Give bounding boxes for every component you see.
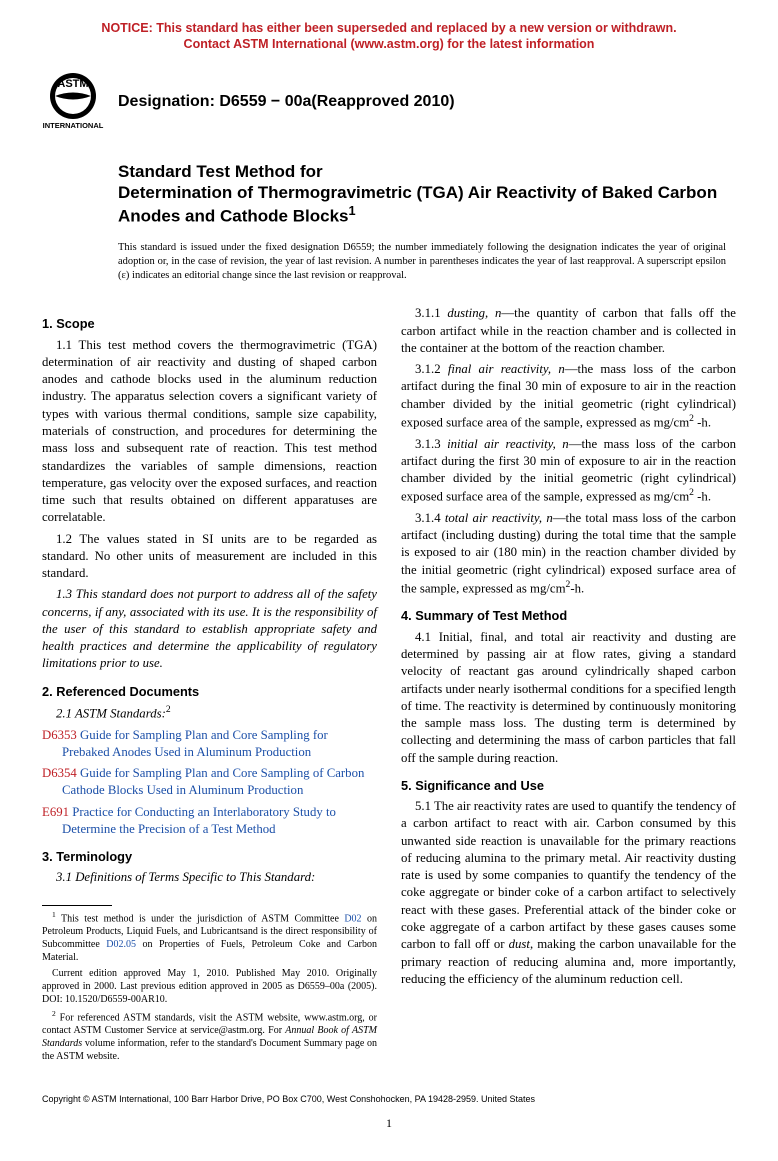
astm-logo: ASTM INTERNATIONAL [42, 71, 104, 133]
ref-text: Guide for Sampling Plan and Core Samplin… [62, 728, 328, 759]
footnote-1: 1 This test method is under the jurisdic… [42, 910, 377, 964]
left-column: 1. Scope 1.1 This test method covers the… [42, 305, 377, 1066]
footnote-rule [42, 905, 112, 906]
body-columns: 1. Scope 1.1 This test method covers the… [42, 305, 736, 1066]
d4-num: 3.1.4 [415, 511, 445, 525]
fn1-link1[interactable]: D02 [344, 913, 361, 924]
d1-num: 3.1.1 [415, 306, 447, 320]
sig-dust: dust [509, 937, 530, 951]
ref-code: E691 [42, 805, 69, 819]
title-sup: 1 [348, 203, 355, 218]
page-number: 1 [42, 1116, 736, 1131]
document-page: NOTICE: This standard has either been su… [0, 0, 778, 1161]
def-dusting: 3.1.1 dusting, n—the quantity of carbon … [401, 305, 736, 357]
fn2b: volume information, refer to the standar… [42, 1038, 377, 1062]
ref-e691[interactable]: E691 Practice for Conducting an Interlab… [42, 804, 377, 839]
title-main: Determination of Thermogravimetric (TGA)… [118, 182, 736, 227]
significance-p1: 5.1 The air reactivity rates are used to… [401, 798, 736, 988]
d1-term: dusting, n [447, 306, 501, 320]
def-initial: 3.1.3 initial air reactivity, n—the mass… [401, 436, 736, 506]
scope-p2: 1.2 The values stated in SI units are to… [42, 531, 377, 583]
d3-num: 3.1.3 [415, 437, 447, 451]
d2-unit: -h. [694, 415, 711, 429]
right-column: 3.1.1 dusting, n—the quantity of carbon … [401, 305, 736, 1066]
notice-banner: NOTICE: This standard has either been su… [42, 20, 736, 53]
terminology-sub: 3.1 Definitions of Terms Specific to Thi… [42, 869, 377, 886]
d3-unit: -h. [694, 490, 711, 504]
d3-term: initial air reactivity, n [447, 437, 569, 451]
refdocs-sub-text: 2.1 ASTM Standards: [56, 706, 166, 720]
scope-p1: 1.1 This test method covers the thermogr… [42, 337, 377, 527]
designation-text: Designation: D6559 − 00a(Reapproved 2010… [118, 93, 455, 111]
footnote-1d: Current edition approved May 1, 2010. Pu… [42, 967, 377, 1006]
issuance-note: This standard is issued under the fixed … [118, 241, 736, 284]
header-row: ASTM INTERNATIONAL Designation: D6559 − … [42, 71, 736, 133]
footnote-2: 2 For referenced ASTM standards, visit t… [42, 1009, 377, 1063]
scope-heading: 1. Scope [42, 315, 377, 332]
refdocs-sub: 2.1 ASTM Standards:2 [42, 704, 377, 723]
refdocs-sup: 2 [166, 704, 171, 715]
terminology-heading: 3. Terminology [42, 848, 377, 865]
fn1-link2[interactable]: D02.05 [106, 939, 136, 950]
footnotes-block: 1 This test method is under the jurisdic… [42, 910, 377, 1064]
ref-text: Practice for Conducting an Interlaborato… [62, 805, 336, 836]
def-total: 3.1.4 total air reactivity, n—the total … [401, 510, 736, 598]
fn1a: This test method is under the jurisdicti… [56, 913, 345, 924]
summary-heading: 4. Summary of Test Method [401, 607, 736, 624]
ref-text: Guide for Sampling Plan and Core Samplin… [62, 766, 364, 797]
title-pre: Standard Test Method for [118, 161, 736, 182]
sig-p1a: 5.1 The air reactivity rates are used to… [401, 799, 736, 951]
notice-line1: NOTICE: This standard has either been su… [101, 21, 676, 35]
d2-num: 3.1.2 [415, 362, 448, 376]
ref-code: D6354 [42, 766, 77, 780]
copyright-line: Copyright © ASTM International, 100 Barr… [42, 1094, 736, 1104]
def-final: 3.1.2 final air reactivity, n—the mass l… [401, 361, 736, 431]
d4-unit: -h. [570, 581, 584, 595]
refdocs-heading: 2. Referenced Documents [42, 683, 377, 700]
ref-d6353[interactable]: D6353 Guide for Sampling Plan and Core S… [42, 727, 377, 762]
svg-text:INTERNATIONAL: INTERNATIONAL [43, 121, 104, 130]
summary-p1: 4.1 Initial, final, and total air reacti… [401, 629, 736, 767]
title-block: Standard Test Method for Determination o… [118, 161, 736, 227]
d2-term: final air reactivity, n [448, 362, 565, 376]
ref-code: D6353 [42, 728, 77, 742]
svg-text:ASTM: ASTM [57, 78, 88, 90]
title-main-text: Determination of Thermogravimetric (TGA)… [118, 183, 717, 226]
ref-d6354[interactable]: D6354 Guide for Sampling Plan and Core S… [42, 765, 377, 800]
scope-p3: 1.3 This standard does not purport to ad… [42, 586, 377, 672]
significance-heading: 5. Significance and Use [401, 777, 736, 794]
d4-term: total air reactivity, n [445, 511, 553, 525]
notice-line2: Contact ASTM International (www.astm.org… [184, 37, 595, 51]
